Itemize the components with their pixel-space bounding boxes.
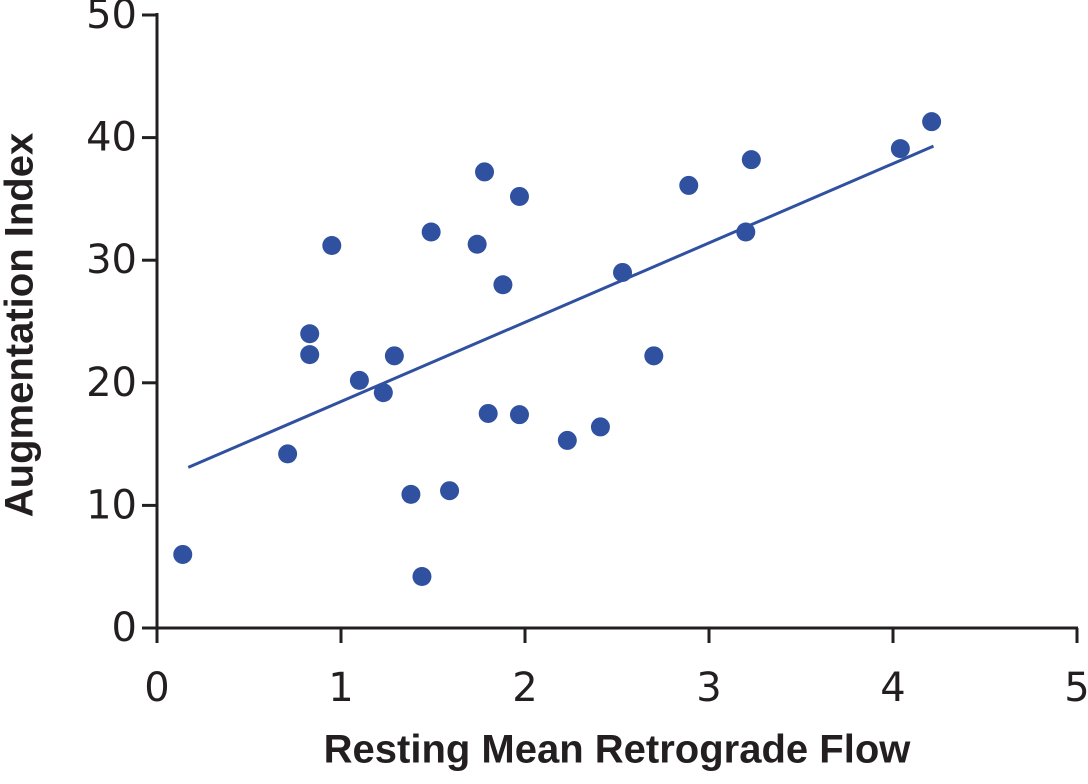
- point: [440, 481, 460, 501]
- x-tick-label: 0: [144, 665, 169, 711]
- y-axis-title: Augmentation Index: [0, 133, 42, 517]
- point: [349, 370, 369, 390]
- point: [644, 346, 664, 366]
- point: [401, 484, 421, 504]
- point: [300, 324, 320, 344]
- point: [173, 544, 193, 564]
- point: [741, 150, 761, 170]
- x-tick-label: 3: [696, 665, 721, 711]
- point: [493, 275, 513, 295]
- x-tick-label: 1: [328, 665, 353, 711]
- point: [412, 567, 432, 587]
- x-tick-label: 2: [512, 665, 537, 711]
- point: [384, 346, 404, 366]
- point: [373, 383, 393, 403]
- point: [922, 112, 942, 132]
- point: [467, 234, 487, 254]
- x-tick-label: 5: [1064, 665, 1088, 711]
- trend-line: [187, 144, 935, 469]
- y-tick-label: 10: [86, 482, 137, 528]
- point: [300, 345, 320, 365]
- y-tick-label: 40: [86, 115, 137, 161]
- y-tick-label: 50: [86, 0, 137, 38]
- point: [509, 186, 529, 206]
- point: [421, 222, 441, 242]
- point: [557, 430, 577, 450]
- point: [509, 405, 529, 425]
- y-tick-label: 30: [86, 237, 137, 283]
- point: [679, 175, 699, 195]
- point: [890, 139, 910, 159]
- x-axis-title: Resting Mean Retrograde Flow: [324, 728, 912, 772]
- point: [278, 444, 298, 464]
- y-tick-label: 20: [86, 360, 137, 406]
- y-tick-label: 0: [112, 605, 137, 651]
- point: [478, 403, 498, 423]
- x-tick-label: 4: [880, 665, 905, 711]
- point: [475, 162, 495, 182]
- point: [590, 417, 610, 437]
- point: [322, 235, 342, 255]
- point: [736, 222, 756, 242]
- point: [613, 262, 633, 282]
